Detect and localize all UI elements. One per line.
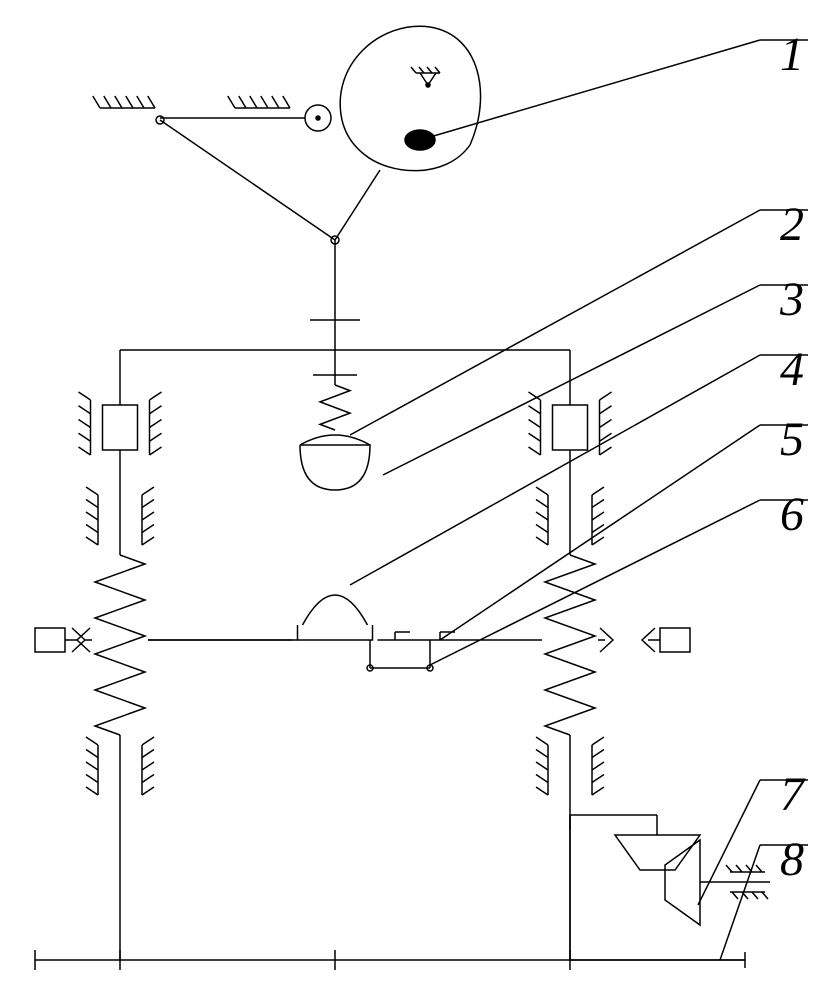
label-1: 1 <box>780 27 804 82</box>
label-5: 5 <box>780 412 804 467</box>
label-3: 3 <box>780 272 804 327</box>
label-8: 8 <box>780 832 804 887</box>
kinematic-diagram <box>0 0 823 988</box>
label-7: 7 <box>780 767 804 822</box>
label-4: 4 <box>780 342 804 397</box>
label-6: 6 <box>780 487 804 542</box>
label-2: 2 <box>780 197 804 252</box>
